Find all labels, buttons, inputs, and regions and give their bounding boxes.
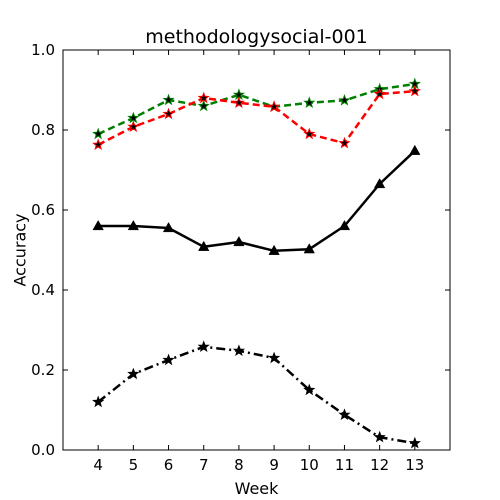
data-point xyxy=(338,408,351,421)
data-point xyxy=(127,219,140,231)
y-tick-label: 0.0 xyxy=(31,441,55,459)
data-point xyxy=(303,127,316,140)
data-point xyxy=(338,93,351,106)
x-tick-label: 6 xyxy=(164,456,174,474)
chart-title: methodologysocial-001 xyxy=(145,26,368,48)
data-point xyxy=(92,219,104,231)
data-point xyxy=(127,367,140,380)
data-point xyxy=(267,351,281,364)
data-point xyxy=(373,87,386,100)
x-tick-label: 9 xyxy=(269,456,279,474)
x-tick-label: 11 xyxy=(335,456,354,474)
data-point xyxy=(197,340,210,353)
series-3 xyxy=(92,340,421,449)
y-tick-label: 0.6 xyxy=(31,201,55,219)
y-tick-label: 0.8 xyxy=(31,121,55,139)
x-axis-label: Week xyxy=(235,479,280,498)
y-tick-label: 1.0 xyxy=(31,41,55,59)
plot-area xyxy=(92,77,421,449)
x-tick-label: 5 xyxy=(129,456,139,474)
data-point xyxy=(127,120,140,133)
data-point xyxy=(232,344,246,357)
y-axis: 0.0 0.2 0.4 0.6 0.8 1.0 xyxy=(31,41,450,459)
series-line xyxy=(97,89,415,146)
data-point xyxy=(92,395,105,408)
x-tick-label: 12 xyxy=(370,456,389,474)
data-point xyxy=(408,84,421,97)
data-point xyxy=(127,111,140,124)
data-point xyxy=(162,353,175,366)
data-point xyxy=(162,93,175,106)
x-tick-label: 13 xyxy=(405,456,424,474)
data-point xyxy=(268,244,280,255)
data-point xyxy=(338,219,351,231)
data-point xyxy=(197,91,210,104)
series-line xyxy=(97,82,416,136)
data-point xyxy=(162,107,175,120)
data-point xyxy=(303,243,315,254)
data-point xyxy=(162,221,175,233)
data-point xyxy=(198,240,210,251)
data-point xyxy=(233,235,245,247)
series-2 xyxy=(92,144,421,255)
x-tick-label: 8 xyxy=(234,456,244,474)
data-point xyxy=(232,96,246,109)
y-tick-label: 0.2 xyxy=(31,361,55,379)
x-tick-label: 7 xyxy=(199,456,209,474)
data-point xyxy=(409,144,421,155)
data-point xyxy=(92,127,105,140)
y-tick-label: 0.4 xyxy=(31,281,55,299)
data-point xyxy=(373,430,386,443)
data-point xyxy=(338,136,351,149)
series-1 xyxy=(92,84,421,151)
data-point xyxy=(267,100,281,113)
x-tick-label: 4 xyxy=(93,456,103,474)
data-point xyxy=(303,96,316,109)
data-point xyxy=(197,99,210,112)
series-line xyxy=(98,149,416,253)
data-point xyxy=(92,138,105,151)
x-axis: 4 5 6 7 8 9 10 11 12 13 xyxy=(93,50,424,474)
series-line xyxy=(97,345,416,445)
x-tick-label: 10 xyxy=(300,456,319,474)
data-point xyxy=(373,177,386,189)
plot-frame xyxy=(62,49,451,451)
y-axis-label: Accuracy xyxy=(11,213,30,286)
data-point xyxy=(303,383,316,396)
